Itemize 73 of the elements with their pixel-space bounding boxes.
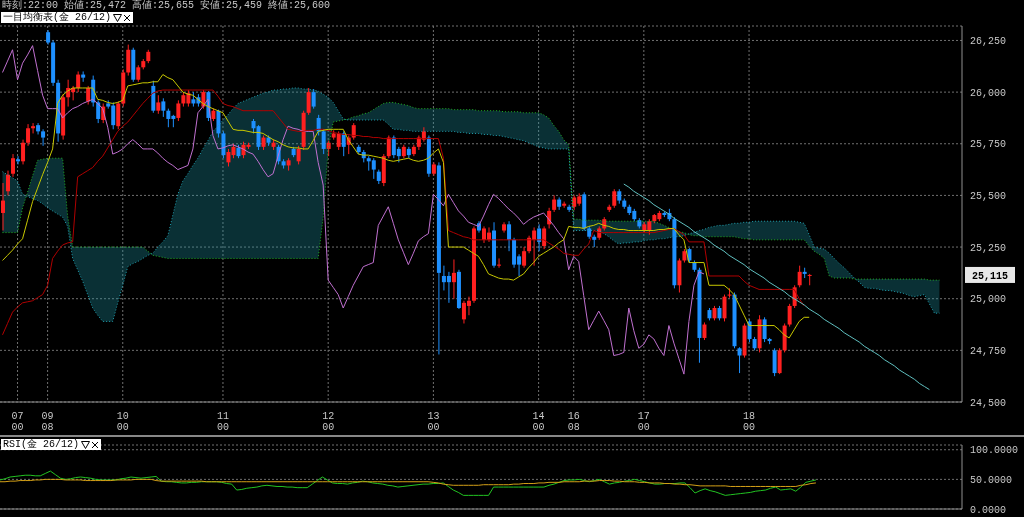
candlestick [451,258,456,300]
candlestick [36,122,41,135]
y-tick-label: 50.0000 [970,474,1013,486]
candlestick [612,188,617,209]
x-tick-label: 10 00 [116,411,129,433]
y-tick-label: 26,000 [970,87,1007,99]
candlestick [31,122,36,134]
candlestick [21,139,26,165]
candlestick [497,257,502,269]
x-tick-label: 09 08 [41,411,54,433]
candlestick [797,265,802,288]
candlestick [336,130,341,151]
y-tick-label: 25,000 [970,294,1007,306]
x-tick-label: 17 00 [637,411,650,433]
line-series [0,470,817,496]
chart-title: RSI(金 26/12) [3,439,80,450]
candlestick [341,130,346,157]
candlestick [296,145,301,165]
candlestick [11,153,16,178]
y-tick-label: 24,500 [970,397,1007,409]
x-tick-label: 16 08 [567,411,580,433]
candlestick [762,316,767,343]
candlestick [386,134,391,159]
y-tick-label: 100.0000 [970,445,1019,457]
candlestick [772,347,777,377]
y-tick-label: 26,250 [970,36,1007,48]
line-series [0,478,817,487]
candlestick [126,44,131,77]
candlestick [777,347,782,375]
candlestick [737,346,742,374]
candlestick [311,88,316,110]
candlestick [256,124,261,151]
line-series [623,183,930,391]
candlestick [1,182,5,232]
candlestick [466,296,471,316]
candlestick [537,223,542,252]
candlestick [522,246,527,269]
candlestick [446,271,451,304]
candlestick [371,157,376,180]
y-tick-label: 24,750 [970,345,1007,357]
candlestick [96,99,101,124]
candlestick [161,97,166,118]
x-tick-label: 18 00 [743,411,756,433]
candlestick [166,108,171,128]
chart-title: 時刻:22:00 始値:25,472 高値:25,655 安値:25,459 終値:25,600 [2,0,331,11]
y-tick-label: 25,750 [970,139,1007,151]
candlestick [306,87,311,116]
candlestick [221,130,226,159]
line-series [2,101,940,281]
candlestick [26,123,31,147]
candlestick [507,220,512,252]
candlestick [16,155,21,165]
x-tick-label: 13 00 [427,411,440,433]
text: 25,115 [971,270,1009,282]
candlestick [722,294,727,322]
line-series [2,45,705,375]
candlestick [6,170,11,196]
chart-subtitle: 一目均衡表(金 26/12) [3,12,112,23]
x-tick-label: 11 00 [216,411,229,433]
candlestick [321,128,326,155]
candlestick [156,94,161,115]
y-tick-label: 25,500 [970,190,1007,202]
x-tick-label: 14 00 [532,411,545,433]
y-tick-label: 0.0000 [970,504,1007,516]
line-series [2,87,940,322]
candlestick [787,303,792,328]
x-tick-label: 12 00 [322,411,335,433]
candlestick [807,273,812,286]
y-tick-label: 25,250 [970,242,1007,254]
candlestick [176,99,181,122]
candlestick [116,100,121,130]
candlestick [41,128,46,147]
x-tick-label: 07 00 [11,411,24,433]
